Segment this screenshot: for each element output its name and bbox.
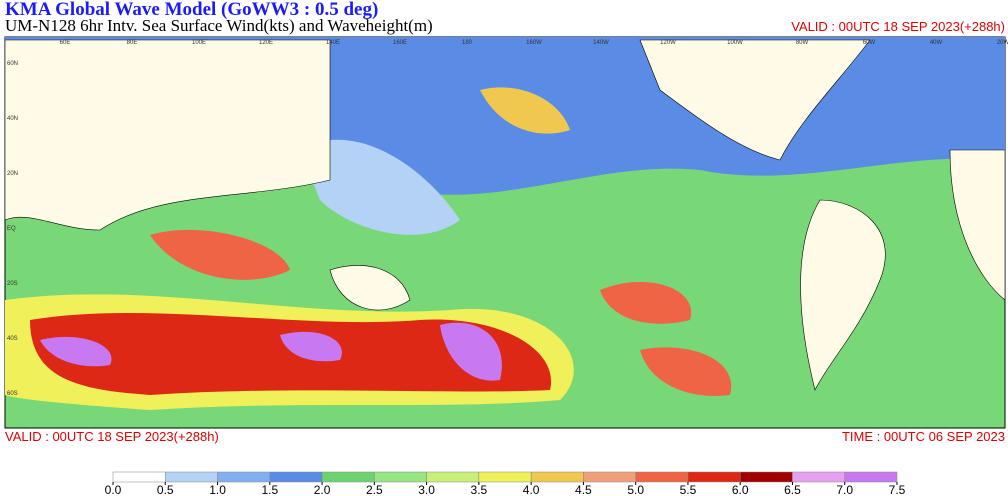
lon-label: 100E xyxy=(192,40,206,46)
colorbar-label: 6.0 xyxy=(732,483,749,496)
colorbar-label: 6.5 xyxy=(784,483,801,496)
lat-label: 40N xyxy=(7,116,18,122)
colorbar-label: 1.5 xyxy=(261,483,278,496)
colorbar-label: 2.0 xyxy=(314,483,331,496)
lon-label: 180 xyxy=(462,40,473,46)
colorbar-segment xyxy=(739,471,793,483)
valid-top: VALID : 00UTC 18 SEP 2023(+288h) xyxy=(791,19,1005,34)
lon-label: 140E xyxy=(326,40,340,46)
lon-label: 100W xyxy=(727,40,743,46)
lon-label: 140W xyxy=(593,40,609,46)
subtitle: UM-N128 6hr Intv. Sea Surface Wind(kts) … xyxy=(5,16,433,35)
colorbar-segment xyxy=(478,471,532,483)
colorbar-segment xyxy=(112,471,166,483)
colorbar-label: 4.0 xyxy=(523,483,540,496)
colorbar-segment xyxy=(269,471,323,483)
colorbar-label: 5.5 xyxy=(680,483,697,496)
lat-label: EQ xyxy=(7,226,16,232)
lon-label: 60W xyxy=(863,40,876,46)
colorbar-label: 3.0 xyxy=(418,483,435,496)
lat-label: 20S xyxy=(7,281,18,287)
lon-label: 20W xyxy=(997,40,1008,46)
title: KMA Global Wave Model (GoWW3 : 0.5 deg) xyxy=(5,0,378,20)
time: TIME : 00UTC 06 SEP 2023 xyxy=(842,429,1005,444)
colorbar-label: 1.0 xyxy=(209,483,226,496)
lat-label: 40S xyxy=(7,336,18,342)
lon-label: 120W xyxy=(660,40,676,46)
lat-label: 60N xyxy=(7,61,18,67)
colorbar-segment xyxy=(374,471,427,483)
lat-label: 20N xyxy=(7,171,18,177)
valid-bottom: VALID : 00UTC 18 SEP 2023(+288h) xyxy=(5,429,219,444)
colorbar-label: 7.5 xyxy=(889,483,906,496)
colorbar-segment xyxy=(687,471,741,483)
lon-label: 80W xyxy=(796,40,809,46)
lon-label: 120E xyxy=(259,40,273,46)
colorbar-segment xyxy=(321,471,375,483)
colorbar-segment xyxy=(530,471,584,483)
colorbar-label: 0.5 xyxy=(157,483,174,496)
colorbar-segment xyxy=(844,471,898,483)
colorbar-segment xyxy=(635,471,689,483)
colorbar-segment xyxy=(792,471,845,483)
colorbar-label: 5.0 xyxy=(627,483,644,496)
colorbar-label: 2.5 xyxy=(366,483,383,496)
colorbar-segment xyxy=(426,471,480,483)
lon-label: 40W xyxy=(930,40,943,46)
colorbar-segment xyxy=(583,471,636,483)
colorbar-segment xyxy=(217,471,271,483)
lon-label: 160W xyxy=(526,40,542,46)
lon-label: 160E xyxy=(393,40,407,46)
colorbar-label: 3.5 xyxy=(471,483,488,496)
colorbar-label: 7.0 xyxy=(836,483,853,496)
lon-label: 60E xyxy=(60,40,71,46)
colorbar-label: 4.5 xyxy=(575,483,592,496)
colorbar-label: 0.0 xyxy=(105,483,122,496)
lat-label: 60S xyxy=(7,391,18,397)
lon-label: 80E xyxy=(127,40,138,46)
map xyxy=(4,36,1006,429)
colorbar-segment xyxy=(165,471,218,483)
